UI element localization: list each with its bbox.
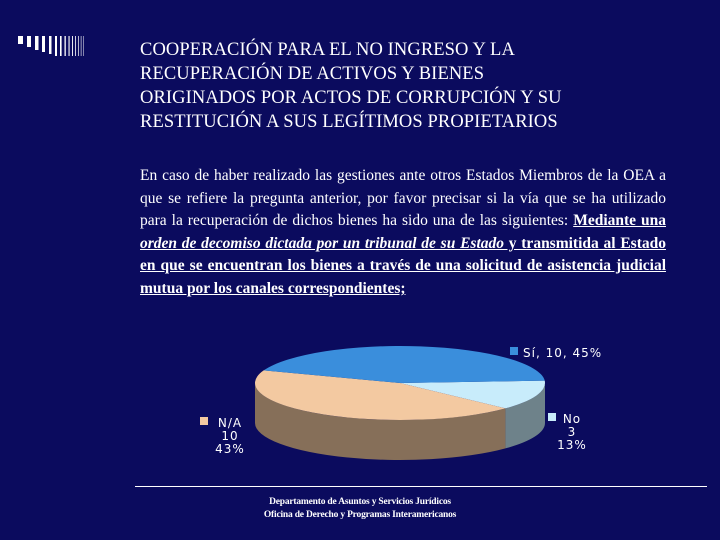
slide-title: COOPERACIÓN PARA EL NO INGRESO Y LA RECU… xyxy=(140,38,700,134)
legend-label-n-a: 10 xyxy=(221,429,238,443)
legend-label-n-a: N/A xyxy=(218,416,242,430)
legend-swatch-no xyxy=(548,413,556,421)
pie-slice-s- xyxy=(263,346,545,383)
question-text: En caso de haber realizado las gestiones… xyxy=(140,165,666,301)
title-line: RECUPERACIÓN DE ACTIVOS Y BIENES xyxy=(140,64,485,84)
decorative-bars xyxy=(18,36,84,56)
question-intro: En caso de haber realizado las gestiones… xyxy=(140,167,666,230)
legend-swatch-s- xyxy=(510,347,518,355)
footer: Departamento de Asuntos y Servicios Jurí… xyxy=(150,496,570,522)
pie-side-no xyxy=(505,383,545,449)
title-line: COOPERACIÓN PARA EL NO INGRESO Y LA xyxy=(140,40,515,60)
footer-divider xyxy=(135,486,707,487)
pie-top xyxy=(255,346,545,420)
legend-label-n-a: 43% xyxy=(215,442,245,456)
question-emphasis: Mediante una xyxy=(573,212,666,230)
legend-label-no: No xyxy=(563,412,581,426)
pie-slice-no xyxy=(400,380,545,409)
title-line: RESTITUCIÓN A SUS LEGÍTIMOS PROPIETARIOS xyxy=(140,112,558,132)
pie-slice-n-a xyxy=(255,370,506,420)
title-line: ORIGINADOS POR ACTOS DE CORRUPCIÓN Y SU xyxy=(140,88,562,108)
pie-depth xyxy=(255,383,545,460)
legend-label-no: 3 xyxy=(568,425,577,439)
footer-department: Departamento de Asuntos y Servicios Jurí… xyxy=(269,497,451,507)
footer-office: Oficina de Derecho y Programas Interamer… xyxy=(263,510,457,520)
pie-side-n-a xyxy=(255,383,506,460)
question-emphasis-end: y transmitida al Estado en que se encuen… xyxy=(140,234,666,297)
legend-swatch-n-a xyxy=(200,417,208,425)
legend-label-s-: Sí, 10, 45% xyxy=(523,346,602,360)
question-emphasis-italic: orden de decomiso dictada por un tribuna… xyxy=(140,234,505,252)
legend-label-no: 13% xyxy=(557,438,587,452)
